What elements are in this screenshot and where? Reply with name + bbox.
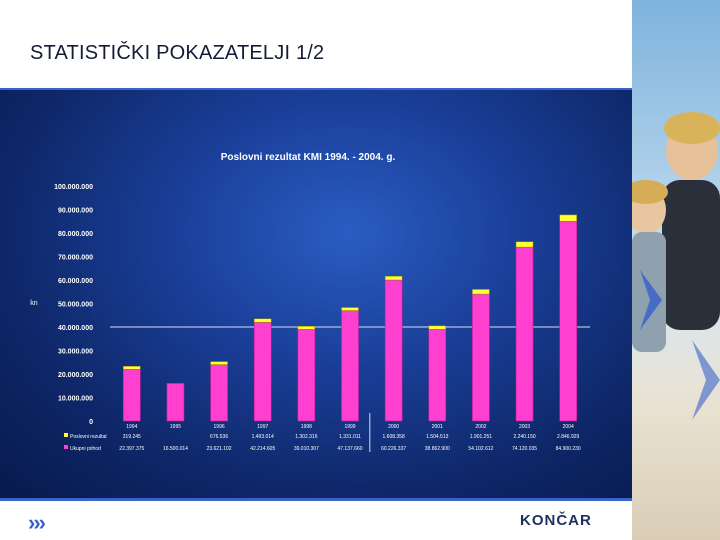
data-table-value: 74.120.035 <box>512 446 537 452</box>
bar-poslovni-rezultat <box>428 325 447 330</box>
nav-arrows-icon[interactable]: ››› <box>28 510 46 535</box>
bar-poslovni-rezultat <box>123 366 141 370</box>
bar-ukupni-prihod <box>123 368 141 422</box>
photo-illustration <box>632 112 720 420</box>
data-table-value: 38.862.900 <box>425 446 450 452</box>
bar-poslovni-rezultat <box>297 326 316 330</box>
y-tick-label: 60.000.000 <box>58 278 93 285</box>
y-tick-label: 40.000.000 <box>58 325 93 332</box>
x-category-label: 1997 <box>257 424 268 430</box>
data-table-value: 42.214.605 <box>250 446 275 452</box>
data-table-value: 1.331.011 <box>339 434 361 440</box>
bar-ukupni-prihod <box>253 321 272 422</box>
y-tick-label: 70.000.000 <box>58 255 93 262</box>
y-tick-label: 30.000.000 <box>58 349 93 356</box>
bar-poslovni-rezultat <box>384 275 403 281</box>
footer-divider <box>0 498 632 501</box>
bar-ukupni-prihod <box>297 329 316 422</box>
footer-bar <box>0 498 632 540</box>
bar-ukupni-prihod <box>210 364 228 422</box>
header-divider <box>0 88 632 90</box>
company-logo: KONČAR <box>520 512 592 529</box>
header-bar: STATISTIČKI POKAZATELJI 1/2 <box>0 0 632 88</box>
data-table-value: 1.493.014 <box>252 434 274 440</box>
y-tick-label: 80.000.000 <box>58 231 93 238</box>
bar-chart: Poslovni rezultat KMI 1994. - 2004. g. k… <box>30 152 590 452</box>
x-category-label: 2004 <box>563 424 574 430</box>
x-category-label: 1995 <box>170 424 181 430</box>
legend-swatch <box>64 433 68 437</box>
bar-poslovni-rezultat <box>559 214 577 222</box>
data-table-value: 676.536 <box>210 434 228 440</box>
data-table-value: 60.226.337 <box>381 446 406 452</box>
bar-ukupni-prihod <box>559 220 577 422</box>
y-tick-label: 0 <box>89 419 93 426</box>
data-table-value: 54.102.612 <box>468 446 493 452</box>
children-photo <box>632 0 720 540</box>
x-category-label: 2001 <box>432 424 443 430</box>
data-table-value: 16.500.014 <box>163 446 188 452</box>
bar-ukupni-prihod <box>428 329 447 422</box>
x-category-label: 2003 <box>519 424 530 430</box>
data-table-value: 47.137.660 <box>337 446 362 452</box>
x-category-label: 2000 <box>388 424 399 430</box>
bar-poslovni-rezultat <box>253 318 272 323</box>
data-table-value: 1.901.251 <box>470 434 492 440</box>
chart-title: Poslovni rezultat KMI 1994. - 2004. g. <box>221 152 396 163</box>
y-tick-label: 20.000.000 <box>58 372 93 379</box>
data-table-value: 23.621.102 <box>207 446 232 452</box>
data-table-value: 1.504.513 <box>426 434 448 440</box>
bar-ukupni-prihod <box>515 246 534 422</box>
bar-ukupni-prihod <box>472 293 490 422</box>
legend-label: Poslovni rezultat <box>70 434 107 440</box>
y-tick-label: 10.000.000 <box>58 396 93 403</box>
y-axis-label: kn <box>30 300 38 307</box>
y-tick-label: 50.000.000 <box>58 302 93 309</box>
bar-poslovni-rezultat <box>341 307 359 311</box>
bar-ukupni-prihod <box>341 310 359 422</box>
bar-ukupni-prihod <box>166 383 185 422</box>
slide-title: STATISTIČKI POKAZATELJI 1/2 <box>30 42 325 64</box>
data-table-value: 39.010.307 <box>294 446 319 452</box>
x-category-label: 1999 <box>344 424 355 430</box>
y-tick-label: 100.000.000 <box>54 184 93 191</box>
data-table-value: 2.846.929 <box>557 434 579 440</box>
data-table-value: 1.608.358 <box>383 434 405 440</box>
x-category-label: 1994 <box>126 424 137 430</box>
y-tick-label: 90.000.000 <box>58 208 93 215</box>
data-table-value: 22.397.375 <box>119 446 144 452</box>
legend-swatch <box>64 445 68 449</box>
data-table-value: 84.900.230 <box>556 446 581 452</box>
legend-label: Ukupni prihod <box>70 446 101 452</box>
bar-poslovni-rezultat <box>210 361 228 365</box>
bar-poslovni-rezultat <box>472 289 490 295</box>
bar-ukupni-prihod <box>384 279 403 422</box>
bar-poslovni-rezultat <box>515 241 534 248</box>
x-category-label: 1996 <box>214 424 225 430</box>
x-category-label: 1998 <box>301 424 312 430</box>
x-category-label: 2002 <box>475 424 486 430</box>
data-table-value: 1.302.316 <box>295 434 317 440</box>
data-table-value: 319.245 <box>123 434 141 440</box>
data-table-value: 2.240.150 <box>513 434 535 440</box>
